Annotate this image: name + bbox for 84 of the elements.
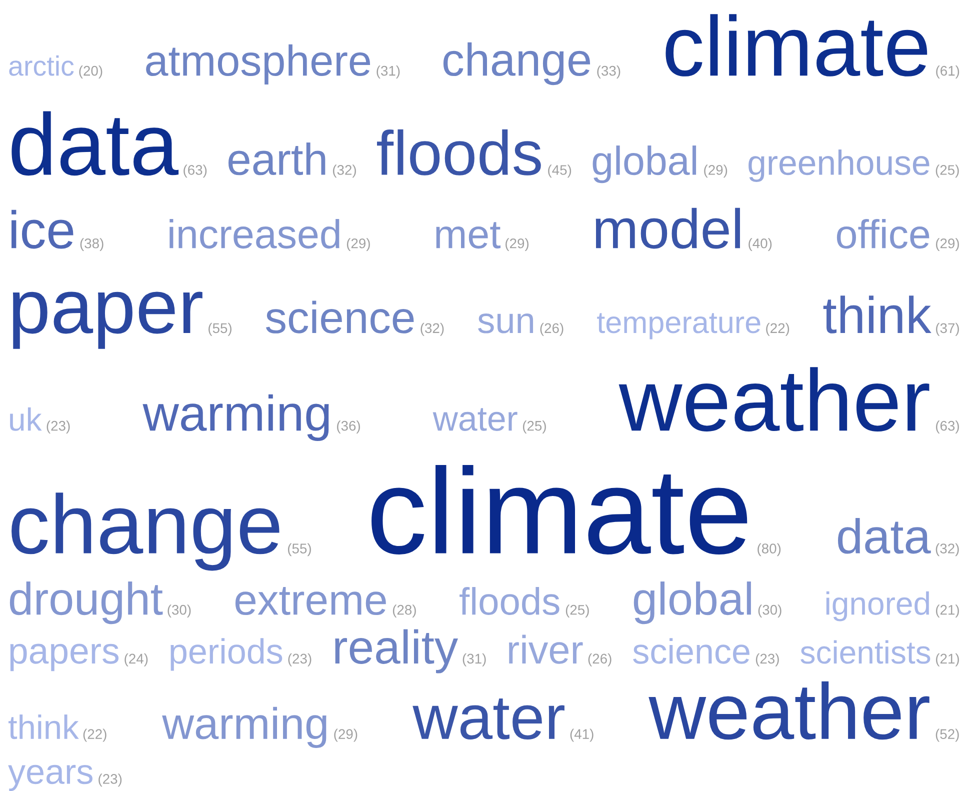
category-label: scientists — [800, 640, 930, 664]
data-label: (36) — [337, 420, 360, 434]
data-label: (29) — [334, 728, 358, 742]
category-label: model — [596, 208, 740, 249]
category-label: science — [633, 638, 750, 664]
data-label: (23) — [98, 774, 122, 787]
data-label: (55) — [208, 322, 232, 336]
category-label: periods — [170, 638, 282, 671]
category-label: drought — [10, 581, 163, 624]
data-label: (63) — [184, 164, 207, 178]
data-label: (25) — [566, 604, 589, 618]
category-label: floods — [460, 587, 560, 616]
category-label: data — [12, 111, 179, 176]
category-label: think — [823, 296, 932, 334]
data-label: (25) — [522, 420, 546, 434]
category-label: warming — [162, 706, 326, 748]
category-label: weather — [648, 681, 930, 740]
data-label: (32) — [332, 164, 356, 178]
category-label: global — [592, 146, 696, 184]
category-label: earth — [228, 142, 326, 176]
data-label: (31) — [462, 653, 486, 666]
data-label: (45) — [548, 164, 572, 178]
data-label: (30) — [758, 604, 782, 618]
data-label: (63) — [936, 420, 959, 434]
data-label: (29) — [506, 238, 529, 252]
data-label: (26) — [540, 322, 564, 336]
category-label: climate — [372, 464, 748, 555]
category-label: data — [838, 518, 931, 554]
category-label: water — [432, 408, 518, 431]
data-label: (61) — [936, 66, 960, 78]
data-label: (40) — [748, 238, 772, 252]
data-label: (32) — [420, 322, 444, 336]
data-label: (21) — [936, 653, 959, 666]
data-label: (52) — [936, 728, 959, 742]
data-label: (21) — [936, 604, 959, 618]
category-label: increased — [170, 218, 340, 249]
category-label: uk — [10, 407, 42, 431]
data-label: (80) — [758, 543, 781, 556]
category-label: climate — [666, 14, 928, 76]
category-label: papers — [10, 644, 119, 672]
data-label: (23) — [756, 653, 779, 666]
data-label: (23) — [46, 420, 70, 434]
category-label: atmosphere — [146, 44, 370, 85]
category-label: extreme — [235, 587, 386, 616]
category-label: paper — [12, 292, 202, 349]
category-label: met — [436, 222, 501, 249]
data-label: (32) — [936, 543, 959, 556]
data-label: (28) — [392, 604, 416, 618]
category-label: temperature — [597, 313, 760, 340]
category-label: weather — [618, 367, 930, 432]
data-label: (33) — [597, 66, 620, 78]
category-label: reality — [335, 629, 458, 674]
data-label: (38) — [80, 238, 104, 252]
data-label: (29) — [346, 238, 370, 252]
data-label: (25) — [936, 164, 959, 178]
category-label: water — [412, 698, 564, 740]
data-label: (29) — [936, 238, 959, 252]
data-label: (37) — [936, 322, 959, 336]
category-label: arctic — [9, 55, 74, 76]
category-label: greenhouse — [748, 150, 930, 182]
data-label: (30) — [168, 604, 191, 618]
category-label: floods — [377, 129, 541, 176]
data-label: (55) — [288, 543, 311, 556]
category-label: global — [634, 581, 751, 624]
category-label: years — [8, 764, 92, 791]
data-label: (22) — [766, 322, 790, 336]
category-label: sun — [478, 313, 534, 334]
category-label: change — [443, 42, 590, 86]
data-label: (29) — [704, 164, 728, 178]
category-label: ice — [12, 210, 74, 249]
data-label: (22) — [83, 728, 106, 742]
data-label: (24) — [124, 653, 148, 666]
category-label: ignored — [826, 591, 929, 622]
data-label: (26) — [588, 653, 612, 666]
data-label: (20) — [79, 66, 102, 78]
category-label: change — [12, 492, 280, 571]
category-label: river — [509, 634, 583, 664]
data-label: (41) — [570, 728, 594, 742]
data-label: (23) — [288, 653, 312, 666]
data-label: (31) — [376, 66, 400, 78]
category-label: science — [266, 300, 414, 334]
category-label: warming — [142, 394, 329, 441]
category-label: office — [836, 218, 930, 249]
category-label: think — [8, 714, 79, 740]
